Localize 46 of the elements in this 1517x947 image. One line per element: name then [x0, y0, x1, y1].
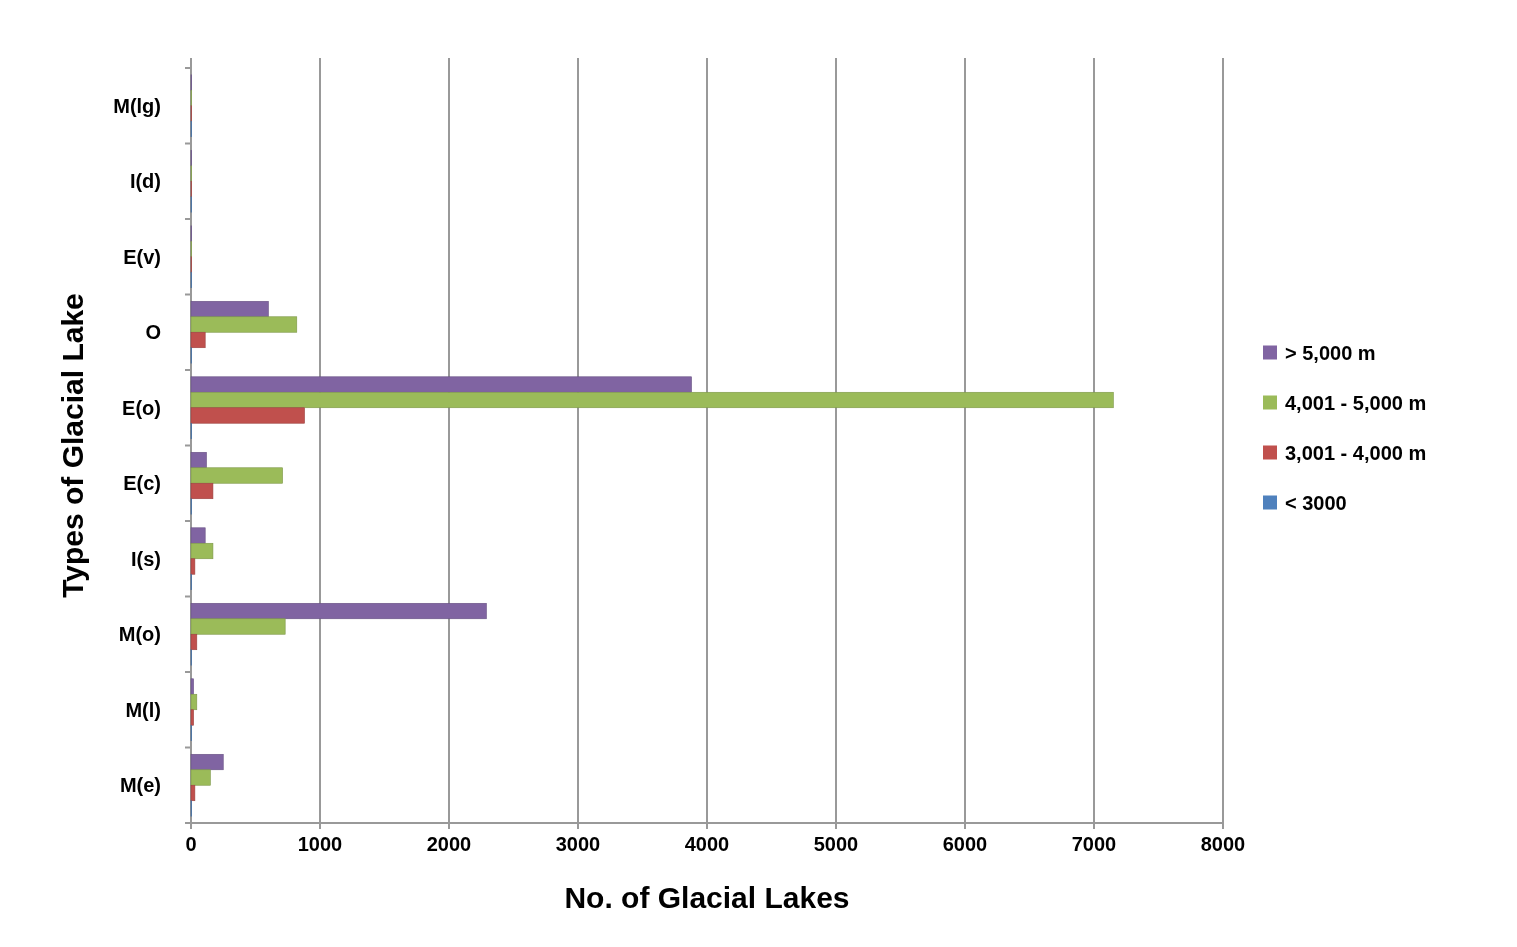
- bar: [190, 452, 207, 469]
- y-axis-title: Types of Glacial Lake: [56, 293, 89, 598]
- bar: [190, 769, 211, 786]
- bar: [190, 693, 198, 711]
- x-tick-label: 6000: [942, 833, 988, 855]
- bar: [190, 633, 198, 651]
- bar: [190, 618, 286, 635]
- bar: [190, 527, 206, 544]
- y-tick-label: E(v): [123, 245, 161, 268]
- bar: [190, 558, 196, 575]
- legend-label: 4,001 - 5,000 m: [1285, 391, 1427, 414]
- bar: [190, 784, 196, 802]
- y-tick-label: O: [145, 321, 161, 344]
- x-tick-label: 5000: [813, 833, 859, 855]
- bar: [190, 709, 194, 726]
- bar: [190, 467, 283, 484]
- x-tick-label: 4000: [684, 833, 730, 855]
- y-tick-label: I(d): [129, 170, 161, 193]
- y-tick-label: M(l): [125, 698, 161, 721]
- legend-label: > 5,000 m: [1285, 341, 1376, 364]
- bar: [190, 482, 214, 500]
- bar: [190, 754, 224, 771]
- bar: [190, 602, 487, 620]
- legend-label: 3,001 - 4,000 m: [1285, 441, 1427, 464]
- bar: [190, 391, 1114, 409]
- y-tick-label: I(s): [131, 547, 161, 570]
- x-tick-label: 0: [185, 833, 197, 855]
- bar: [190, 678, 194, 695]
- x-tick-label: 7000: [1071, 833, 1117, 855]
- y-tick-label: M(lg): [113, 94, 161, 117]
- x-tick-label: 2000: [426, 833, 472, 855]
- x-tick-label: 1000: [297, 833, 343, 855]
- y-tick-label: E(o): [122, 396, 161, 419]
- legend-label: < 3000: [1285, 491, 1347, 514]
- bar: [190, 316, 298, 333]
- x-axis-title: No. of Glacial Lakes: [564, 881, 850, 914]
- y-tick-label: M(o): [118, 623, 161, 646]
- x-tick-label: 3000: [555, 833, 601, 855]
- bar: [190, 542, 214, 560]
- y-tick-label: M(e): [119, 774, 161, 797]
- bar: [190, 301, 269, 318]
- bar: [190, 331, 206, 349]
- bar: [190, 407, 305, 424]
- x-tick-label: 8000: [1200, 833, 1246, 855]
- bar: [190, 376, 692, 393]
- y-tick-label: E(c): [123, 472, 161, 495]
